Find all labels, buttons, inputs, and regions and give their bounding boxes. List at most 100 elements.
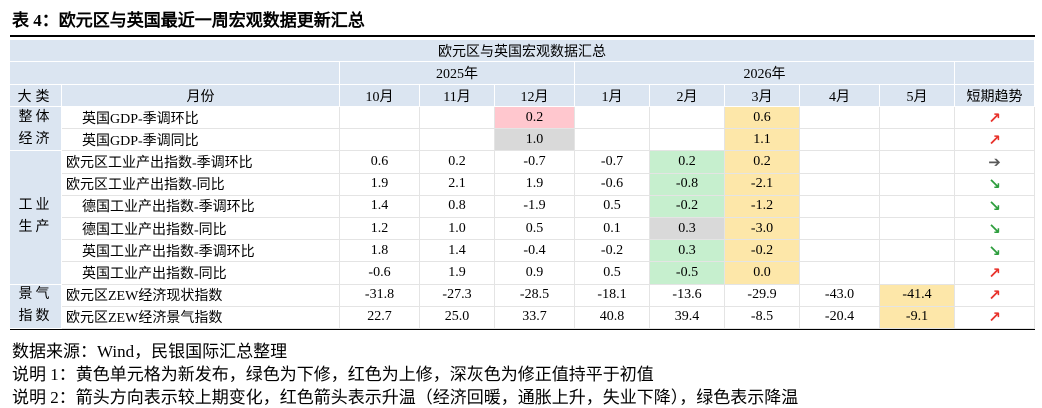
value-cell	[340, 107, 420, 130]
value-cell	[420, 107, 495, 130]
trend-arrow: ↗	[955, 107, 1035, 130]
category-label: 生产	[18, 220, 53, 236]
value-cell: -9.1	[880, 306, 955, 329]
value-cell: -0.4	[495, 240, 575, 263]
value-cell: -28.5	[495, 284, 575, 307]
indicator-name: 欧元区ZEW经济景气指数	[62, 306, 340, 329]
value-cell	[800, 218, 880, 241]
value-cell	[880, 218, 955, 241]
value-cell: 1.1	[725, 129, 800, 152]
trend-arrow: ↘	[955, 240, 1035, 263]
year-header: 2025年	[340, 62, 575, 85]
value-cell: 0.5	[495, 218, 575, 241]
month-header: 12月	[495, 85, 575, 107]
month-header: 11月	[420, 85, 495, 107]
value-cell: 1.4	[340, 195, 420, 218]
value-cell: 0.2	[495, 107, 575, 130]
value-cell: -0.2	[650, 195, 725, 218]
month-header: 4月	[800, 85, 880, 107]
value-cell: -41.4	[880, 284, 955, 307]
value-cell: 0.1	[575, 218, 650, 241]
indicator-name: 欧元区工业产出指数-季调环比	[62, 151, 340, 174]
value-cell	[800, 262, 880, 285]
category-header: 大类	[10, 85, 62, 107]
category-label: 指数	[18, 309, 53, 325]
value-cell: 2.1	[420, 173, 495, 196]
value-cell: 0.6	[340, 151, 420, 174]
value-cell: 40.8	[575, 306, 650, 329]
value-cell	[340, 129, 420, 152]
value-cell: 0.6	[725, 107, 800, 130]
trend-arrow: ↗	[955, 262, 1035, 285]
value-cell	[800, 151, 880, 174]
value-cell	[575, 107, 650, 130]
value-cell: -0.6	[340, 262, 420, 285]
value-cell: -0.8	[650, 173, 725, 196]
trend-header: 短期趋势	[955, 85, 1035, 107]
value-cell	[800, 173, 880, 196]
category-cell: 工业 生产	[10, 151, 62, 285]
trend-arrow: ➔	[955, 151, 1035, 174]
value-cell	[880, 195, 955, 218]
trend-arrow: ↘	[955, 195, 1035, 218]
value-cell	[575, 129, 650, 152]
value-cell: 0.0	[725, 262, 800, 285]
year-header: 2026年	[575, 62, 955, 85]
value-cell: -31.8	[340, 284, 420, 307]
month-header: 10月	[340, 85, 420, 107]
value-cell: 39.4	[650, 306, 725, 329]
value-cell	[650, 129, 725, 152]
value-cell	[880, 240, 955, 263]
table-caption: 欧元区与英国宏观数据汇总	[10, 40, 1035, 62]
value-cell: 1.9	[420, 262, 495, 285]
value-cell	[800, 195, 880, 218]
value-cell: 1.9	[340, 173, 420, 196]
value-cell: -8.5	[725, 306, 800, 329]
month-header: 3月	[725, 85, 800, 107]
value-cell: 1.8	[340, 240, 420, 263]
value-cell: -27.3	[420, 284, 495, 307]
value-cell	[420, 129, 495, 152]
value-cell	[650, 107, 725, 130]
trend-arrow: ↘	[955, 173, 1035, 196]
value-cell	[880, 151, 955, 174]
value-cell: -0.7	[495, 151, 575, 174]
value-cell: 33.7	[495, 306, 575, 329]
value-cell: 1.2	[340, 218, 420, 241]
value-cell	[800, 240, 880, 263]
value-cell: 25.0	[420, 306, 495, 329]
trend-arrow: ↘	[955, 218, 1035, 241]
table-title: 表 4：欧元区与英国最近一周宏观数据更新汇总	[12, 11, 365, 30]
value-cell: 0.2	[420, 151, 495, 174]
value-cell	[880, 129, 955, 152]
indicator-name: 英国工业产出指数-同比	[62, 262, 340, 285]
value-cell: 1.4	[420, 240, 495, 263]
value-cell: 0.3	[650, 218, 725, 241]
indicator-name: 英国GDP-季调同比	[62, 129, 340, 152]
value-cell	[800, 107, 880, 130]
value-cell: -29.9	[725, 284, 800, 307]
value-cell: -1.9	[495, 195, 575, 218]
trend-arrow: ↗	[955, 284, 1035, 307]
value-cell: -20.4	[800, 306, 880, 329]
value-cell: -13.6	[650, 284, 725, 307]
value-cell: 0.5	[575, 195, 650, 218]
month-header: 1月	[575, 85, 650, 107]
value-cell: 1.9	[495, 173, 575, 196]
category-label: 经济	[18, 131, 53, 147]
value-cell: -18.1	[575, 284, 650, 307]
value-cell: -0.6	[575, 173, 650, 196]
value-cell	[880, 173, 955, 196]
value-cell: -0.2	[725, 240, 800, 263]
value-cell: 1.0	[495, 129, 575, 152]
value-cell: 22.7	[340, 306, 420, 329]
note: 说明 2：箭头方向表示较上期变化，红色箭头表示升温（经济回暖，通胀上升，失业下降…	[12, 388, 799, 407]
value-cell: 0.2	[650, 151, 725, 174]
month-header: 5月	[880, 85, 955, 107]
indicator-name: 欧元区ZEW经济现状指数	[62, 284, 340, 307]
table-bottom-rule	[10, 329, 1035, 330]
value-cell: -0.2	[575, 240, 650, 263]
indicator-header: 月份	[62, 85, 340, 107]
trend-arrow: ↗	[955, 129, 1035, 152]
